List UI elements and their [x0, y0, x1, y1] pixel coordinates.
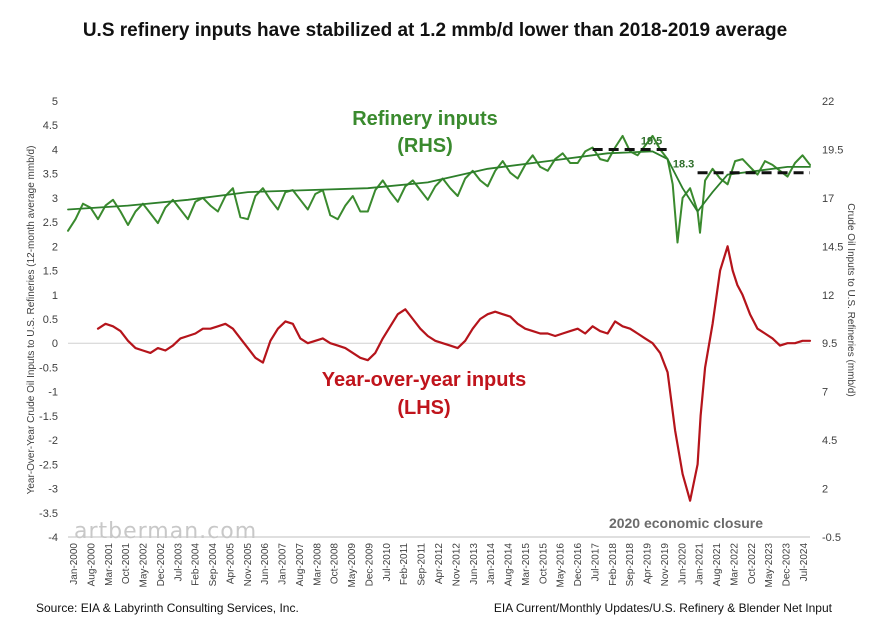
x-tick-label: Aug-2021: [712, 543, 723, 587]
x-tick-label: Mar-2015: [521, 543, 532, 586]
source-right: EIA Current/Monthly Updates/U.S. Refiner…: [494, 601, 833, 615]
left-tick-label: 5: [52, 96, 58, 108]
x-tick-label: Feb-2011: [399, 543, 410, 586]
x-tick-label: Jul-2017: [590, 543, 601, 582]
refinery-inputs-line: [67, 134, 811, 244]
x-tick-label: Jul-2003: [173, 543, 184, 582]
right-tick-label: 2: [822, 484, 828, 496]
x-tick-label: Oct-2015: [538, 543, 549, 585]
reference-label-18.3: 18.3: [673, 159, 694, 171]
right-tick-label: 14.5: [822, 241, 843, 253]
left-axis-label: Year-Over-Year Crude Oil Inputs to U.S. …: [26, 146, 37, 495]
yoy-inputs-lhs-annotation: (LHS): [397, 397, 450, 419]
series-layer: [67, 134, 812, 502]
x-tick-label: Dec-2002: [156, 543, 167, 587]
x-tick-label: Sep-2011: [417, 543, 428, 586]
x-tick-label: Jan-2000: [69, 543, 80, 585]
x-tick-label: Mar-2008: [312, 543, 323, 586]
x-tick-label: Jul-2010: [382, 543, 393, 582]
x-axis: Jan-2000 Aug-2000 Mar-2001 Oct-2001 May-2002…: [68, 536, 810, 588]
x-tick-label: Nov-2005: [243, 543, 254, 587]
left-tick-label: 2: [52, 241, 58, 253]
left-tick-label: -2.5: [39, 459, 58, 471]
x-tick-label: Jan-2014: [486, 543, 497, 585]
left-tick-label: 2.5: [43, 217, 58, 229]
left-tick-label: -4: [48, 532, 58, 544]
right-tick-label: 7: [822, 387, 828, 399]
left-tick-label: 0: [52, 338, 58, 350]
right-axis-label: Crude Oil Inputs to U.S. Refineries (mmb…: [845, 203, 856, 396]
source-left: Source: EIA & Labyrinth Consulting Servi…: [36, 601, 299, 615]
left-tick-label: 4.5: [43, 120, 58, 132]
right-tick-label: 17: [822, 193, 834, 205]
x-tick-label: Mar-2001: [104, 543, 115, 586]
x-tick-label: Aug-2000: [86, 543, 97, 587]
refinery-inputs-annotation: Refinery inputs: [352, 108, 498, 130]
right-tick-label: 12: [822, 290, 834, 302]
yoy-inputs-line: [96, 245, 812, 502]
watermark: artberman.com: [74, 519, 257, 544]
left-tick-label: -3: [48, 484, 58, 496]
left-y-axis: 5 4.5 4 3.5 3 2.5 2 1.5 1 0.5 0 -0.5 -1 -1.5 -2 -2.5 -3 -…: [39, 96, 58, 544]
x-tick-label: Sep-2018: [625, 543, 636, 587]
refinery-trend-line: [67, 150, 811, 213]
x-tick-label: Apr-2012: [434, 543, 445, 585]
reference-lines: 19.5 18.3: [592, 135, 810, 175]
x-tick-label: Mar-2022: [729, 543, 740, 586]
x-tick-label: Sep-2004: [208, 543, 219, 587]
x-tick-label: Apr-2005: [225, 543, 236, 585]
yoy-inputs-annotation: Year-over-year inputs: [322, 369, 527, 391]
x-tick-label: May-2023: [764, 543, 775, 588]
economic-closure-annotation: 2020 economic closure: [609, 515, 763, 531]
x-tick-label: Dec-2009: [364, 543, 375, 587]
left-tick-label: 3.5: [43, 169, 58, 181]
x-tick-label: Feb-2018: [608, 543, 619, 586]
left-tick-label: -0.5: [39, 362, 58, 374]
right-tick-label: 4.5: [822, 435, 837, 447]
left-tick-label: 4: [52, 144, 58, 156]
left-tick-label: -1.5: [39, 411, 58, 423]
x-tick-label: Jul-2024: [799, 543, 810, 582]
chart-title: U.S refinery inputs have stabilized at 1…: [83, 20, 787, 41]
x-tick-label: May-2016: [556, 543, 567, 588]
x-tick-label: Aug-2007: [295, 543, 306, 587]
x-tick-label: Feb-2004: [191, 543, 202, 586]
x-tick-label: Jun-2006: [260, 543, 271, 585]
reference-label-19.5: 19.5: [641, 135, 662, 147]
x-tick-label: Apr-2019: [643, 543, 654, 585]
left-tick-label: 1.5: [43, 266, 58, 278]
right-tick-label: 22: [822, 96, 834, 108]
x-tick-label: Dec-2023: [782, 543, 793, 587]
x-tick-label: May-2009: [347, 543, 358, 588]
x-tick-label: Jun-2020: [677, 543, 688, 585]
left-tick-label: -1: [48, 387, 58, 399]
x-tick-label: Oct-2001: [121, 543, 132, 585]
x-tick-label: Jan-2007: [278, 543, 289, 585]
right-tick-label: 9.5: [822, 338, 837, 350]
x-tick-label: Aug-2014: [504, 543, 515, 587]
x-tick-label: Jun-2013: [469, 543, 480, 585]
x-tick-label: Oct-2022: [747, 543, 758, 585]
refinery-inputs-rhs-annotation: (RHS): [397, 135, 453, 157]
x-tick-label: May-2002: [139, 543, 150, 588]
x-tick-label: Nov-2019: [660, 543, 671, 587]
x-tick-label: Nov-2012: [451, 543, 462, 587]
left-tick-label: 0.5: [43, 314, 58, 326]
right-tick-label: 19.5: [822, 144, 843, 156]
x-tick-label: Jan-2021: [695, 543, 706, 585]
left-tick-label: -3.5: [39, 508, 58, 520]
right-y-axis: 22 19.5 17 14.5 12 9.5 7 4.5 2 -0.5: [822, 96, 843, 544]
left-tick-label: 3: [52, 193, 58, 205]
left-tick-label: 1: [52, 290, 58, 302]
left-tick-label: -2: [48, 435, 58, 447]
x-tick-label: Oct-2008: [330, 543, 341, 585]
x-tick-label: Dec-2016: [573, 543, 584, 587]
right-tick-label: -0.5: [822, 532, 841, 544]
